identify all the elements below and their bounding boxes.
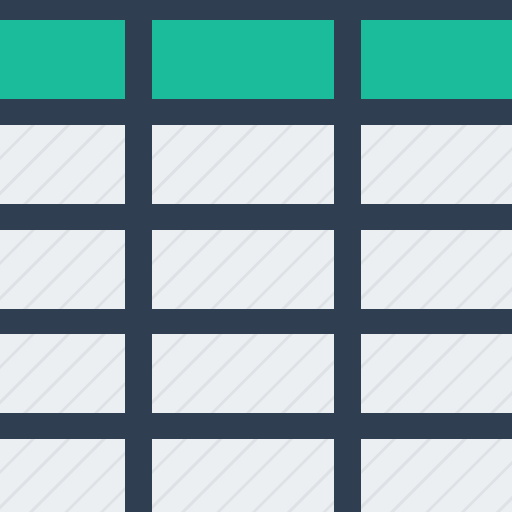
table-cell — [0, 334, 125, 413]
table-header-cell — [0, 20, 125, 99]
table-cell — [152, 125, 334, 204]
table-header-cell — [152, 20, 334, 99]
table-cell — [152, 230, 334, 309]
table-cell — [152, 439, 334, 512]
table-cell — [0, 439, 125, 512]
table-cell — [152, 334, 334, 413]
table-header-cell — [361, 20, 512, 99]
table-cell — [361, 230, 512, 309]
table-cell — [361, 125, 512, 204]
table-cell — [0, 230, 125, 309]
table-cell — [0, 125, 125, 204]
table-cell — [361, 439, 512, 512]
table-cell — [361, 334, 512, 413]
